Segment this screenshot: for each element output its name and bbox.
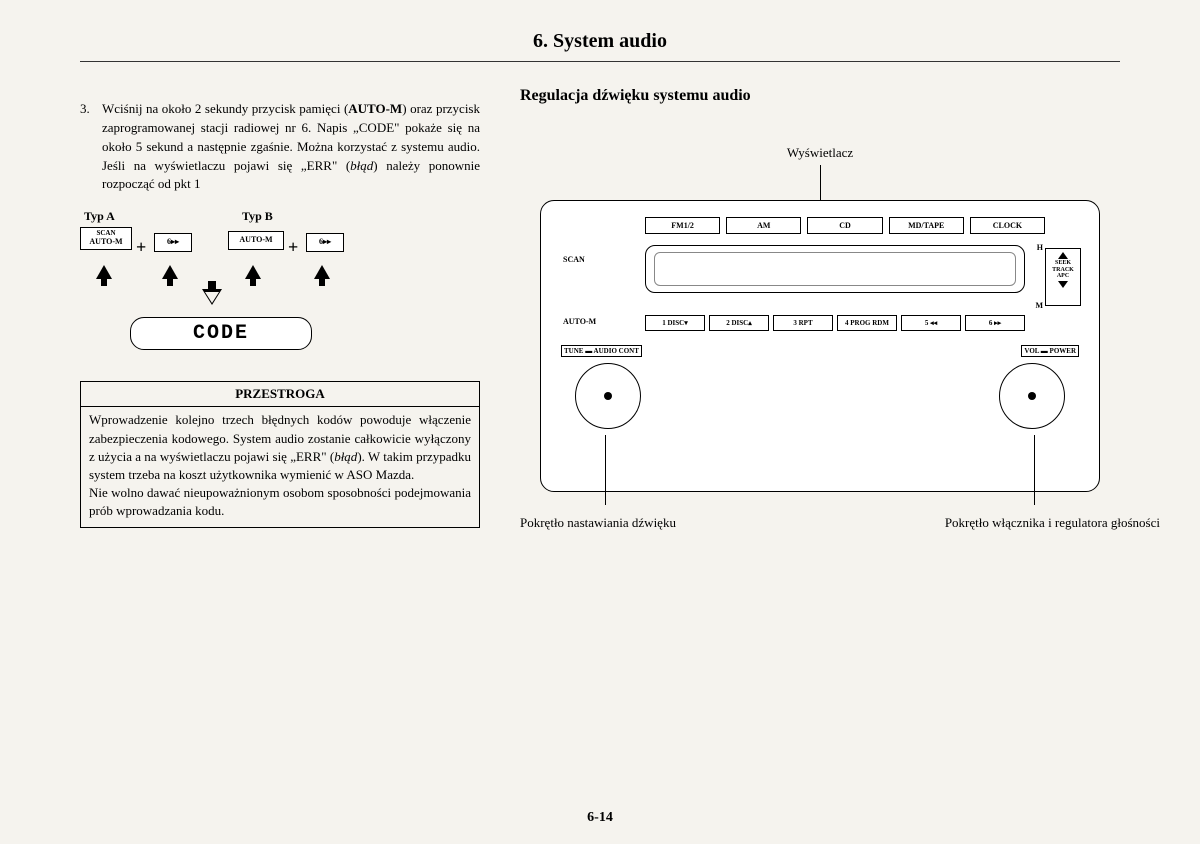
chapter-title: 6. System audio bbox=[80, 30, 1120, 53]
code-display: CODE bbox=[130, 317, 312, 350]
typ-a-label: Typ A bbox=[84, 209, 115, 224]
leader-knob-right bbox=[1034, 435, 1035, 505]
tune-label: TUNE ▬ AUDIO CONT bbox=[561, 345, 642, 357]
title-rule bbox=[80, 61, 1120, 62]
clock-button: CLOCK bbox=[970, 217, 1045, 234]
step-3-text: 3.Wciśnij na około 2 sekundy przycisk pa… bbox=[102, 100, 480, 194]
step-err-italic: błąd bbox=[350, 158, 373, 173]
preset-3: 3 RPT bbox=[773, 315, 833, 331]
vol-knob bbox=[999, 363, 1065, 429]
display-label: Wyświetlacz bbox=[787, 145, 853, 161]
scan-btn-a: SCAN AUTO-M bbox=[80, 227, 132, 249]
arrow-up-2 bbox=[162, 265, 178, 279]
step-text-a: Wciśnij na około 2 sekundy przycisk pami… bbox=[102, 101, 348, 116]
caution-title: PRZESTROGA bbox=[81, 382, 479, 407]
leader-display bbox=[820, 165, 821, 200]
autom-label: AUTO-M bbox=[563, 317, 596, 326]
plus-a: + bbox=[136, 237, 146, 258]
vol-label: VOL ▬ POWER bbox=[1021, 345, 1079, 357]
m-label: M bbox=[1035, 301, 1043, 310]
arrow-down-center bbox=[202, 289, 222, 305]
autom-text-a: AUTO-M bbox=[83, 238, 129, 247]
caution-body: Wprowadzenie kolejno trzech błędnych kod… bbox=[81, 407, 479, 526]
right-heading: Regulacja dźwięku systemu audio bbox=[520, 87, 1120, 105]
caution-err-i: błąd bbox=[334, 449, 357, 464]
tri-down-icon bbox=[1058, 281, 1068, 288]
typ-b-label: Typ B bbox=[242, 209, 273, 224]
code-diagram: Typ A Typ B SCAN AUTO-M + 6▸▸ AUTO-M + 6… bbox=[80, 209, 480, 369]
caution-body-2: Nie wolno dawać nieupoważnionym osobom s… bbox=[89, 485, 471, 518]
right-column: Regulacja dźwięku systemu audio Wyświetl… bbox=[520, 87, 1120, 635]
arrow-up-4 bbox=[314, 265, 330, 279]
arrow-up-1 bbox=[96, 265, 112, 279]
left-column: 3.Wciśnij na około 2 sekundy przycisk pa… bbox=[80, 87, 480, 635]
scan-label: SCAN bbox=[563, 255, 585, 264]
cd-button: CD bbox=[807, 217, 882, 234]
preset-1: 1 DISC▾ bbox=[645, 315, 705, 331]
preset-2: 2 DISC▴ bbox=[709, 315, 769, 331]
radio-unit: FM1/2 AM CD MD/TAPE CLOCK SCAN AUTO-M H bbox=[540, 200, 1100, 492]
lcd-display bbox=[645, 245, 1025, 293]
plus-b: + bbox=[288, 237, 298, 258]
preset-4: 4 PROG RDM bbox=[837, 315, 897, 331]
step-auto-m: AUTO-M bbox=[348, 101, 402, 116]
caution-box: PRZESTROGA Wprowadzenie kolejno trzech b… bbox=[80, 381, 480, 527]
arrow-up-3 bbox=[245, 265, 261, 279]
seek-box: SEEK TRACK APC bbox=[1045, 248, 1081, 306]
page-number: 6-14 bbox=[587, 810, 613, 826]
preset-6: 6 ▸▸ bbox=[965, 315, 1025, 331]
preset-row: 1 DISC▾ 2 DISC▴ 3 RPT 4 PROG RDM 5 ◂◂ 6 … bbox=[645, 315, 1025, 331]
autom-btn-b: AUTO-M bbox=[228, 231, 284, 250]
tri-up-icon bbox=[1058, 252, 1068, 259]
six-btn-a: 6▸▸ bbox=[154, 233, 192, 252]
leader-knob-left bbox=[605, 435, 606, 505]
preset-5: 5 ◂◂ bbox=[901, 315, 961, 331]
top-button-row: FM1/2 AM CD MD/TAPE CLOCK bbox=[645, 217, 1045, 234]
tune-knob bbox=[575, 363, 641, 429]
step-number: 3. bbox=[80, 100, 102, 119]
radio-diagram: Wyświetlacz FM1/2 AM CD MD/TAPE CLOCK SC… bbox=[520, 145, 1120, 635]
six-btn-b: 6▸▸ bbox=[306, 233, 344, 252]
knob-right-label: Pokrętło włącznika i regulatora głośnośc… bbox=[860, 515, 1160, 531]
fm-button: FM1/2 bbox=[645, 217, 720, 234]
seek-text: SEEK TRACK APC bbox=[1052, 260, 1074, 279]
h-label: H bbox=[1037, 243, 1043, 252]
knob-left-label: Pokrętło nastawiania dźwięku bbox=[520, 515, 676, 531]
am-button: AM bbox=[726, 217, 801, 234]
mdtape-button: MD/TAPE bbox=[889, 217, 964, 234]
